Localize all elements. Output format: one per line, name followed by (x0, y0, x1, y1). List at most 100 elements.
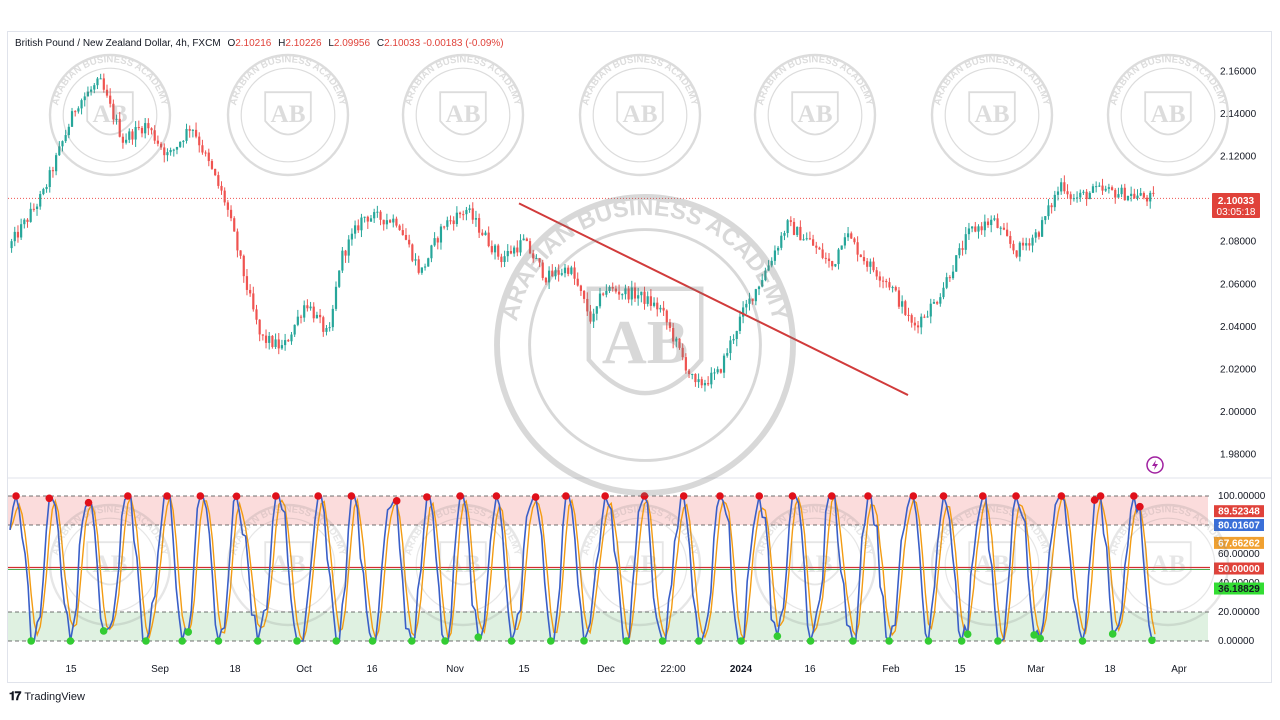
stochastic-pane (8, 492, 1210, 645)
stoch-trough-dot (507, 637, 516, 645)
svg-text:36.18829: 36.18829 (1218, 584, 1260, 595)
candle (249, 284, 252, 297)
stoch-trough-dot (580, 637, 588, 645)
svg-text:AB: AB (798, 101, 833, 128)
candle (233, 216, 236, 232)
candle (757, 285, 761, 296)
lightning-icon[interactable] (1146, 456, 1164, 474)
candle (811, 234, 815, 246)
candle (652, 297, 656, 308)
candle (156, 135, 159, 147)
candle (821, 243, 824, 260)
stoch-trough-dot (27, 637, 35, 645)
candle (716, 366, 719, 375)
candle (471, 202, 474, 224)
candle (1142, 191, 1145, 200)
candle (462, 210, 465, 221)
stoch-trough-dot (408, 637, 416, 645)
svg-text:AB: AB (93, 551, 128, 578)
candle (904, 299, 907, 317)
time-axis: 15 Sep 18 Oct 16 Nov 15 Dec 22:00 2024 16 Feb 15 Mar 1… (65, 664, 1187, 675)
candle (684, 353, 687, 374)
candle (983, 214, 986, 237)
candle (1063, 175, 1066, 194)
candle (1136, 189, 1139, 201)
candle (271, 335, 274, 349)
stoch-peak-dot (196, 492, 205, 500)
candle (602, 292, 605, 297)
candle (748, 292, 751, 311)
time-tick-label: 16 (804, 664, 816, 675)
symbol-legend[interactable]: British Pound / New Zealand Dollar, 4h, … (15, 38, 504, 49)
candle (328, 322, 331, 332)
candle (363, 216, 366, 223)
stoch-peak-dot (1090, 496, 1099, 504)
tradingview-branding[interactable]: 𝟏𝟕 TradingView (9, 689, 85, 704)
candle (99, 73, 102, 80)
stoch-peak-dot (84, 498, 93, 507)
candle (881, 276, 885, 289)
low-label: L (328, 38, 334, 49)
symbol-name: British Pound / New Zealand Dollar, 4h, … (15, 38, 221, 49)
candle (51, 166, 55, 178)
candle (369, 215, 373, 222)
candle (1107, 183, 1110, 194)
stoch-peak-dot (1136, 502, 1144, 511)
candle (449, 215, 452, 225)
candle (977, 224, 980, 239)
candle (312, 302, 315, 323)
stoch-trough-dot (142, 637, 150, 645)
candle (939, 293, 942, 307)
candle (118, 111, 121, 138)
candle (264, 329, 268, 349)
price-pane (8, 73, 1210, 396)
svg-text:AB: AB (93, 101, 128, 128)
candle (792, 218, 796, 236)
time-tick-label: 2024 (730, 664, 753, 675)
stoch-trough-dot (957, 637, 966, 645)
stoch-value-badge: 67.66262 (1214, 536, 1264, 549)
candle (570, 265, 573, 276)
candle (506, 244, 509, 262)
candle (910, 313, 913, 328)
candle (916, 320, 920, 334)
candle (20, 218, 23, 240)
candle (1025, 237, 1028, 251)
candle (713, 368, 716, 380)
candle (487, 226, 490, 248)
candle (490, 240, 493, 255)
candle (194, 122, 198, 139)
candle (201, 139, 204, 155)
candle (229, 205, 233, 222)
candle (850, 231, 853, 240)
candle (112, 99, 115, 125)
candle (481, 229, 484, 237)
candle (859, 254, 862, 258)
candle (837, 247, 840, 270)
candle (401, 223, 404, 236)
candle (159, 141, 163, 150)
stoch-trough-dot (849, 637, 857, 645)
candle (503, 250, 506, 267)
stoch-peak-dot (679, 492, 688, 500)
candle (961, 240, 964, 256)
candle (382, 219, 385, 231)
candle (1091, 183, 1095, 194)
candle (1095, 181, 1098, 193)
candle (10, 238, 13, 253)
candle (640, 291, 643, 303)
svg-text:AB: AB (446, 551, 481, 578)
candle (1130, 186, 1133, 202)
stoch-peak-dot (45, 494, 54, 503)
time-tick-label: 18 (1104, 664, 1116, 675)
candle (423, 263, 427, 271)
time-tick-label: Feb (882, 664, 900, 675)
candle (172, 148, 175, 157)
candle (64, 129, 67, 144)
candle (268, 332, 271, 350)
candle (344, 249, 347, 263)
candle (474, 210, 478, 227)
svg-text:AB: AB (271, 101, 306, 128)
